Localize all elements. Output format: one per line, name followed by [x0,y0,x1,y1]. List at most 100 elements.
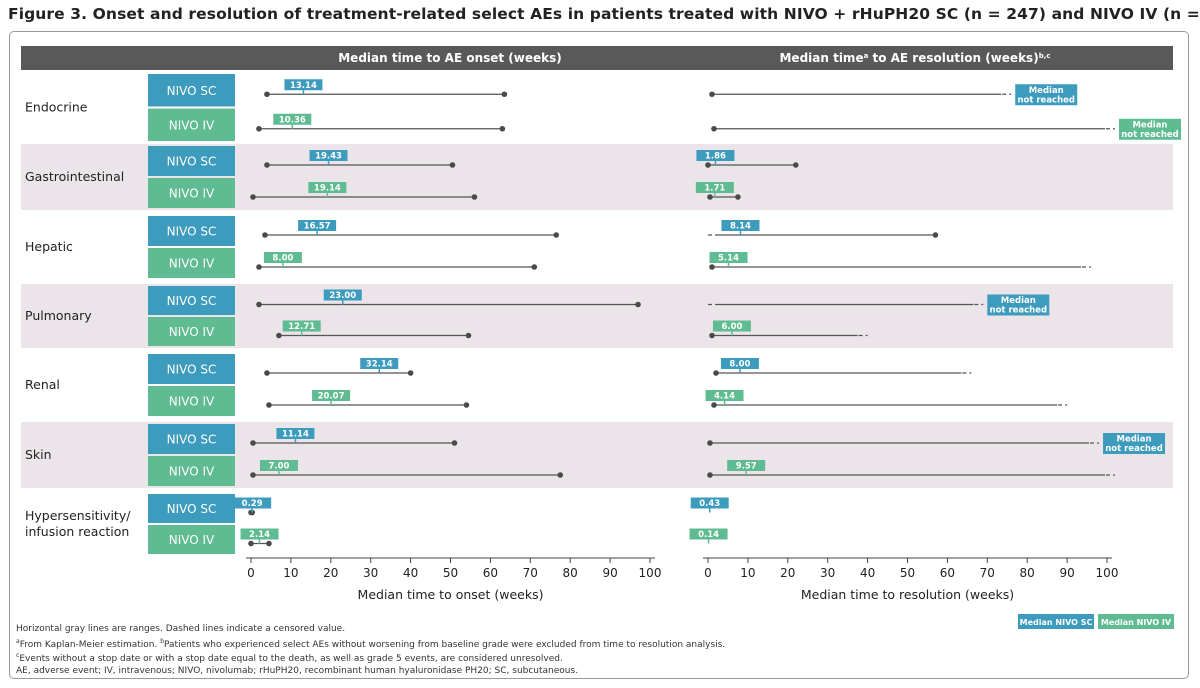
median-box [312,390,351,401]
median-box [689,528,728,540]
median-label: 0.43 [699,499,720,509]
range-min-dot [707,440,713,446]
x-tick-label: 50 [900,566,915,580]
median-label: 8.00 [272,254,293,264]
x-tick-label: 60 [483,566,498,580]
median-label: 8.14 [730,222,751,232]
arm-box-iv [148,456,235,486]
range-max-dot [465,332,472,339]
median-box [695,182,734,193]
x-tick-label: 100 [1096,566,1119,580]
median-box [712,320,751,332]
x-tick-label: 90 [602,566,617,580]
x-tick-label: 70 [980,566,995,580]
legend-label-iv: Median NIVO IV [1101,618,1172,627]
arm-box-sc [148,354,235,384]
x-tick-label: 0 [247,566,255,580]
arm-label: NIVO SC [167,225,217,239]
range-max-dot [531,264,538,270]
not-reached-label: Median [1001,296,1036,306]
median-box [309,150,348,161]
median-label: 0.29 [242,499,263,509]
category-label: Pulmonary [25,308,92,323]
median-label: 5.14 [718,254,739,264]
median-label: 16.57 [304,222,331,232]
median-label: 23.00 [329,291,356,301]
range-min-dot [256,301,262,308]
x-tick-label: 50 [443,566,458,580]
not-reached-label: not reached [1105,444,1163,454]
x-tick-label: 70 [523,566,538,580]
range-min-dot [713,370,719,376]
x-tick-label: 20 [323,566,338,580]
range-max-dot [449,162,456,168]
range-min-dot [250,194,256,200]
median-box [308,182,347,193]
category-label: infusion reaction [25,524,129,539]
median-label: 12.71 [288,322,315,332]
x-tick-label: 30 [820,566,835,580]
x-tick-label: 10 [740,566,755,580]
header-bar [21,46,1173,70]
range-min-dot [256,125,262,132]
footnote-abbreviations: AE, adverse event; IV, intravenous; NIVO… [16,666,579,676]
onset-panel-title: Median time to AE onset (weeks) [338,51,562,65]
not-reached-label: Median [1132,120,1167,130]
footnote-km: aFrom Kaplan-Meier estimation. bPatients… [16,638,726,650]
range-max-dot [792,162,799,168]
range-min-dot [264,91,270,98]
x-tick-label: 30 [363,566,378,580]
range-min-dot [711,402,717,408]
range-max-dot [266,540,272,547]
not-reached-box [987,294,1050,316]
arm-box-sc [148,216,235,246]
median-label: 19.43 [315,152,342,162]
median-box [276,428,315,439]
arm-box-iv [148,248,235,278]
arm-label: NIVO IV [169,257,215,271]
range-min-dot [705,162,711,168]
x-tick-label: 100 [639,566,662,580]
arm-box-sc [148,146,235,176]
median-label: 0.14 [698,530,719,540]
not-reached-label: not reached [1121,130,1179,140]
median-label: 6.00 [721,322,742,332]
range-max-dot [735,194,741,200]
footnote-ranges: Horizontal gray lines are ranges. Dashed… [16,624,346,634]
arm-label: NIVO SC [167,84,217,98]
arm-label: NIVO SC [167,155,217,169]
range-min-dot [276,332,282,339]
range-min-dot [709,91,715,98]
range-max-dot [557,472,564,478]
median-label: 19.14 [314,184,341,194]
median-label: 1.71 [704,184,725,194]
arm-label: NIVO IV [169,325,215,339]
arm-box-iv [148,525,235,554]
arm-label: NIVO IV [169,533,215,547]
arm-box-iv [148,386,235,416]
range-max-dot [471,194,478,200]
median-box [720,358,759,369]
median-label: 11.14 [282,430,309,440]
category-label: Hepatic [25,239,73,254]
not-reached-label: Median [1029,86,1064,96]
range-max-dot [635,301,641,308]
range-min-dot [709,264,715,270]
range-min-dot [264,162,270,168]
arm-box-iv [148,178,235,208]
arm-label: NIVO SC [167,363,217,377]
median-box [696,150,735,161]
range-min-dot [711,125,717,132]
median-box [705,390,744,401]
category-label: Skin [25,447,52,462]
x-tick-label: 10 [283,566,298,580]
footnote-unresolved: cEvents without a stop date or with a st… [16,652,563,664]
median-box [259,460,298,471]
x-axis-title: Median time to onset (weeks) [358,587,544,602]
range-max-dot [499,125,506,132]
figure-title: Figure 3. Onset and resolution of treatm… [8,5,1200,23]
category-label: Endocrine [25,100,88,115]
not-reached-label: not reached [1017,95,1075,105]
range-min-dot [264,370,270,376]
range-min-dot [262,232,268,238]
